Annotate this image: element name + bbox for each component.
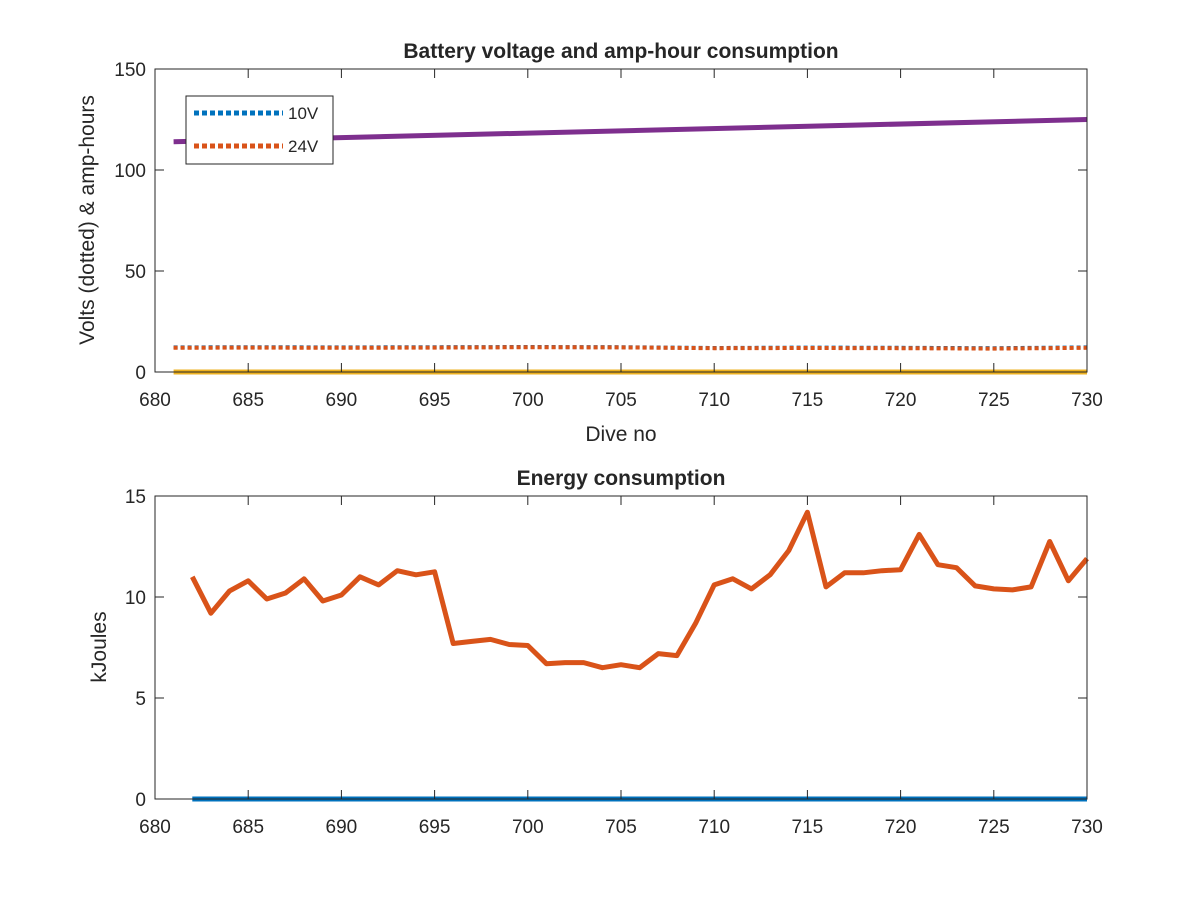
voltage-chart-ticks: 680 685 690 695 700 705 710 715 720 725 730 0 50 100 1… bbox=[114, 60, 1103, 411]
voltage-chart-xtick-label: 685 bbox=[232, 390, 264, 411]
voltage-chart-xtick-label: 715 bbox=[792, 390, 824, 411]
energy-chart-xtick-label: 700 bbox=[512, 817, 544, 838]
energy-chart: 680 685 690 695 700 705 710 715 720 725 730051015 … bbox=[88, 467, 1103, 838]
voltage-chart-xtick-label: 690 bbox=[326, 390, 358, 411]
energy-chart-ytick-label: 0 bbox=[135, 790, 146, 811]
voltage-chart-xtick-label: 720 bbox=[885, 390, 917, 411]
voltage-chart-xtick-label: 695 bbox=[419, 390, 451, 411]
legend-label-10v: 10V bbox=[288, 104, 319, 123]
voltage-chart-xtick-label: 680 bbox=[139, 390, 171, 411]
energy-chart-ylabel: kJoules bbox=[88, 611, 111, 682]
energy-chart-xtick-label: 720 bbox=[885, 817, 917, 838]
voltage-chart-title: Battery voltage and amp-hour consumption bbox=[403, 40, 838, 63]
energy-chart-xtick-label: 715 bbox=[792, 817, 824, 838]
energy-chart-title: Energy consumption bbox=[517, 467, 726, 490]
legend: 10V 24V bbox=[185, 95, 334, 165]
voltage-chart-xlabel: Dive no bbox=[585, 423, 656, 446]
energy-chart-ytick-label: 15 bbox=[125, 487, 146, 508]
voltage-chart-xtick-label: 700 bbox=[512, 390, 544, 411]
voltage-chart-ytick-label: 50 bbox=[125, 262, 146, 283]
voltage-chart-xtick-label: 725 bbox=[978, 390, 1010, 411]
energy-chart-ytick-label: 5 bbox=[135, 689, 146, 710]
voltage-chart-ytick-label: 0 bbox=[135, 363, 146, 384]
legend-label-24v: 24V bbox=[288, 137, 319, 156]
energy-chart-ticks: 680 685 690 695 700 705 710 715 720 725 730 0 5 10 15 bbox=[125, 487, 1103, 838]
energy-chart-xtick-label: 680 bbox=[139, 817, 171, 838]
voltage-chart-ytick-label: 100 bbox=[114, 161, 146, 182]
voltage-chart-ylabel: Volts (dotted) & amp-hours bbox=[76, 95, 99, 345]
legend-box bbox=[185, 95, 334, 165]
voltage-chart-ytick-label: 150 bbox=[114, 60, 146, 81]
energy-chart-xtick-label: 690 bbox=[326, 817, 358, 838]
voltage-chart-xtick-label: 705 bbox=[605, 390, 637, 411]
energy-chart-xtick-label: 685 bbox=[232, 817, 264, 838]
energy-chart-xtick-label: 705 bbox=[605, 817, 637, 838]
energy-chart-xtick-label: 725 bbox=[978, 817, 1010, 838]
energy-chart-ytick-label: 10 bbox=[125, 588, 146, 609]
voltage-chart-xtick-label: 710 bbox=[698, 390, 730, 411]
energy-chart-xtick-label: 695 bbox=[419, 817, 451, 838]
energy-chart-series-line-1 bbox=[190, 509, 1089, 671]
voltage-chart-series-24v bbox=[173, 345, 1088, 351]
voltage-chart-xtick-label: 730 bbox=[1071, 390, 1103, 411]
energy-chart-xtick-label: 710 bbox=[698, 817, 730, 838]
voltage-chart: 680 685 690 695 700 705 710 715 720 725 730 0 50 100 1… bbox=[76, 40, 1103, 446]
energy-chart-xtick-label: 730 bbox=[1071, 817, 1103, 838]
